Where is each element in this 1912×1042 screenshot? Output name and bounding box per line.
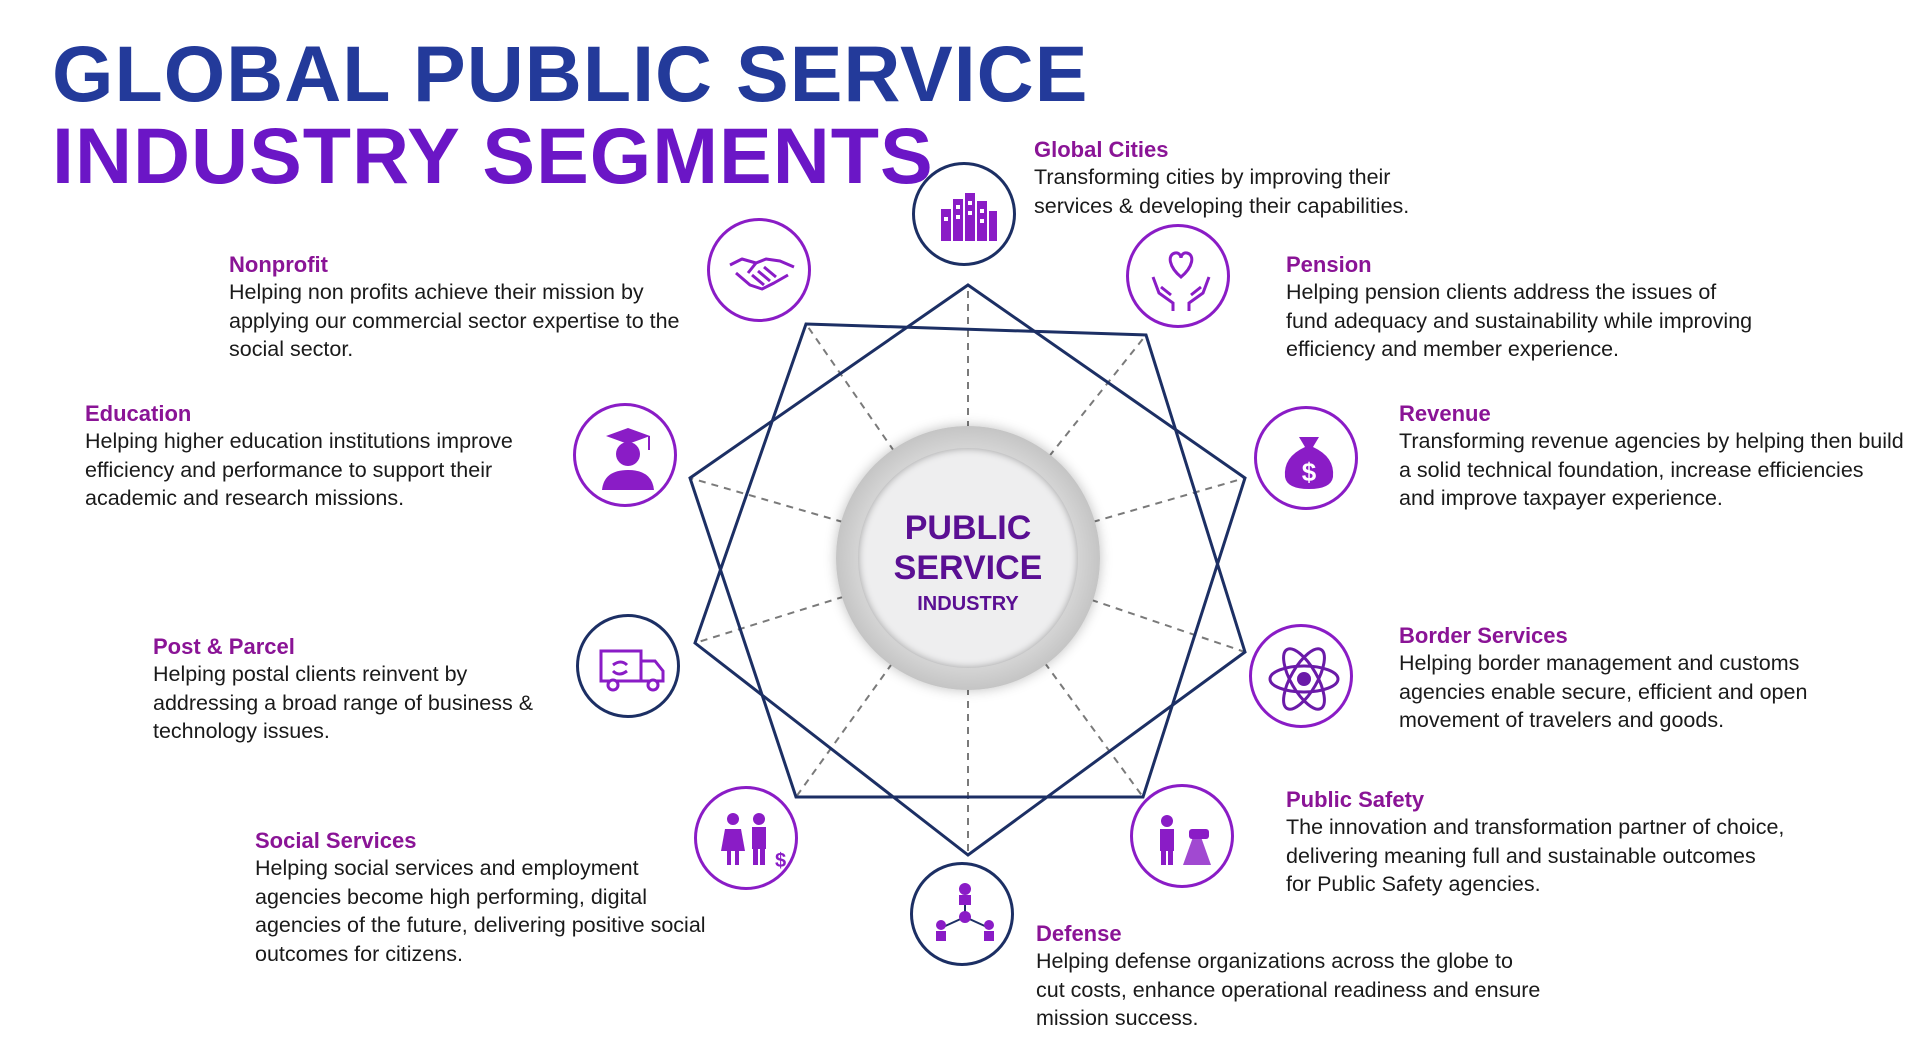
segment-text: Transforming revenue agencies by helping… xyxy=(1399,429,1904,510)
segment-title: Global Cities xyxy=(1034,137,1169,162)
center-line2: SERVICE xyxy=(893,549,1043,587)
handshake-icon xyxy=(707,218,811,322)
segment-public-safety: Public Safety The innovation and transfo… xyxy=(1286,786,1806,899)
segment-title: Education xyxy=(85,401,192,426)
center-hub: PUBLIC SERVICE INDUSTRY xyxy=(836,426,1100,690)
heart-hands-icon xyxy=(1126,224,1230,328)
segment-title: Pension xyxy=(1286,252,1372,277)
segment-border-services: Border Services Helping border managemen… xyxy=(1399,622,1912,735)
family-icon: $ xyxy=(694,786,798,890)
segment-title: Post & Parcel xyxy=(153,634,295,659)
segment-text: Helping higher education institutions im… xyxy=(85,429,513,510)
svg-text:$: $ xyxy=(1302,457,1317,487)
police-road-icon xyxy=(1130,784,1234,888)
segment-text: Helping postal clients reinvent by addre… xyxy=(153,662,534,743)
segment-post-parcel: Post & Parcel Helping postal clients rei… xyxy=(153,633,673,746)
center-line1: PUBLIC xyxy=(904,509,1032,547)
graduate-icon xyxy=(573,403,677,507)
segment-text: Helping border management and customs ag… xyxy=(1399,651,1808,732)
segment-pension: Pension Helping pension clients address … xyxy=(1286,251,1806,364)
segment-title: Defense xyxy=(1036,921,1122,946)
pentagon-outlines xyxy=(688,283,1247,857)
segment-text: Helping social services and employment a… xyxy=(255,856,706,966)
segment-title: Revenue xyxy=(1399,401,1491,426)
segment-text: Transforming cities by improving their s… xyxy=(1034,165,1410,218)
segment-title: Nonprofit xyxy=(229,252,328,277)
atom-icon xyxy=(1249,624,1353,728)
delivery-truck-icon xyxy=(576,614,680,718)
segment-global-cities: Global Cities Transforming cities by imp… xyxy=(1034,136,1554,220)
network-people-icon xyxy=(910,862,1014,966)
segment-title: Public Safety xyxy=(1286,787,1425,812)
center-line3: INDUSTRY xyxy=(917,593,1019,615)
segment-text: Helping defense organizations across the… xyxy=(1036,949,1541,1030)
segment-text: Helping non profits achieve their missio… xyxy=(229,280,680,361)
money-bag-icon: $ xyxy=(1254,406,1358,510)
segment-nonprofit: Nonprofit Helping non profits achieve th… xyxy=(229,251,749,364)
page-title-line1: GLOBAL PUBLIC SERVICE xyxy=(52,29,1089,118)
page-title-line2: INDUSTRY SEGMENTS xyxy=(52,111,934,200)
segment-education: Education Helping higher education insti… xyxy=(85,400,605,513)
segment-social-services: Social Services Helping social services … xyxy=(255,827,775,968)
segment-revenue: Revenue Transforming revenue agencies by… xyxy=(1399,400,1912,513)
segment-defense: Defense Helping defense organizations ac… xyxy=(1036,920,1556,1033)
city-buildings-icon xyxy=(912,162,1016,266)
svg-text:$: $ xyxy=(775,850,786,872)
segment-text: The innovation and transformation partne… xyxy=(1286,815,1785,896)
segment-text: Helping pension clients address the issu… xyxy=(1286,280,1753,361)
segment-title: Border Services xyxy=(1399,623,1568,648)
segment-title: Social Services xyxy=(255,828,417,853)
